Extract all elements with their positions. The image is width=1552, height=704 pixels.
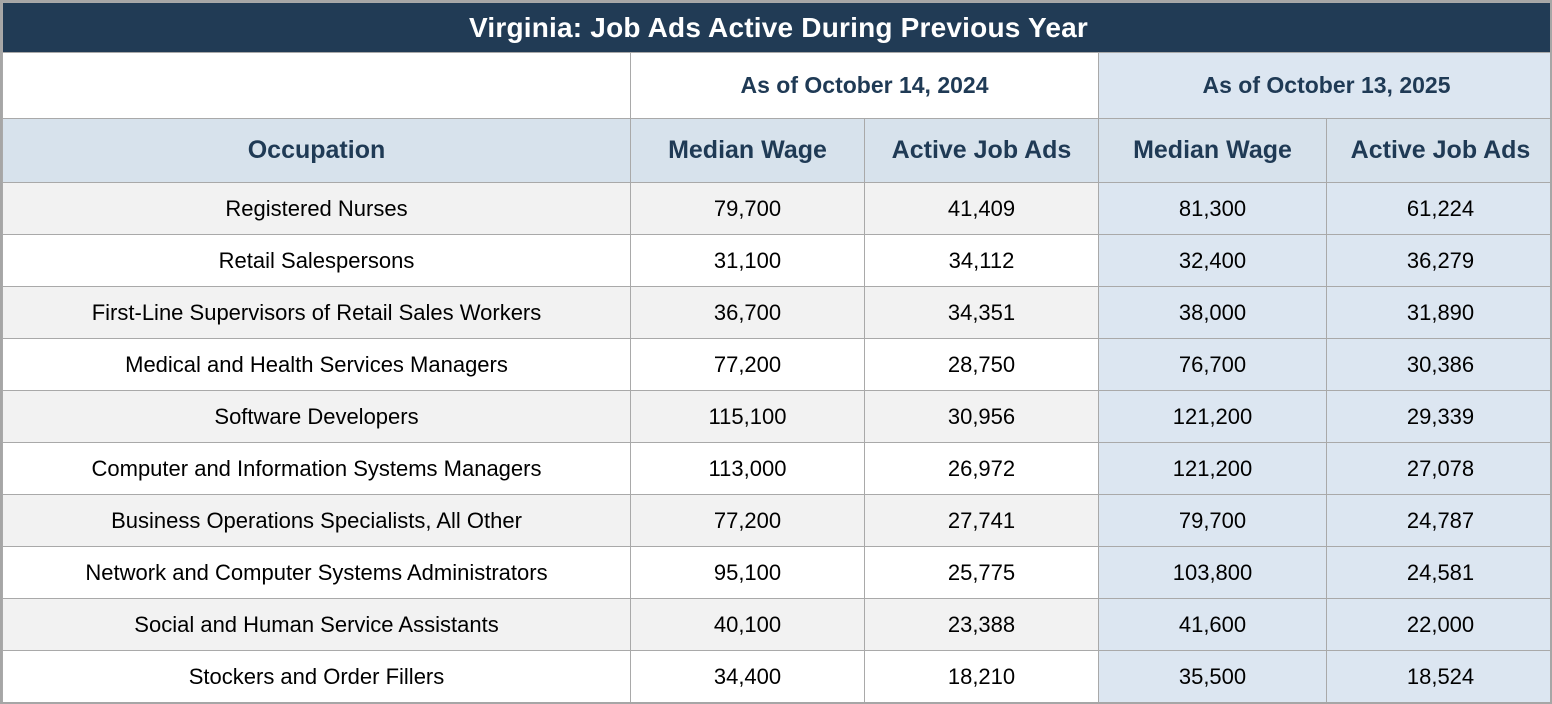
median-wage-2025-cell: 76,700: [1098, 338, 1327, 391]
active-job-ads-2024-cell: 34,112: [864, 234, 1099, 287]
occupation-cell: Software Developers: [2, 390, 631, 443]
active-job-ads-2024-cell: 41,409: [864, 182, 1099, 235]
occupation-cell: Business Operations Specialists, All Oth…: [2, 494, 631, 547]
column-header-active-job-ads-2024: Active Job Ads: [864, 118, 1099, 183]
median-wage-2025-cell: 121,200: [1098, 390, 1327, 443]
column-header-median-wage-2024: Median Wage: [630, 118, 865, 183]
median-wage-2024-cell: 36,700: [630, 286, 865, 339]
active-job-ads-2024-cell: 27,741: [864, 494, 1099, 547]
occupation-cell: Registered Nurses: [2, 182, 631, 235]
column-header-active-job-ads-2025: Active Job Ads: [1325, 118, 1550, 183]
occupation-cell: Retail Salespersons: [2, 234, 631, 287]
median-wage-2025-cell: 81,300: [1098, 182, 1327, 235]
median-wage-2025-cell: 35,500: [1098, 650, 1327, 702]
median-wage-2025-cell: 103,800: [1098, 546, 1327, 599]
active-job-ads-2024-cell: 26,972: [864, 442, 1099, 495]
group-header-blank: [2, 52, 631, 119]
active-job-ads-2025-cell: 29,339: [1325, 390, 1550, 443]
active-job-ads-2024-cell: 34,351: [864, 286, 1099, 339]
group-header-2024: As of October 14, 2024: [630, 52, 1099, 119]
active-job-ads-2025-cell: 36,279: [1325, 234, 1550, 287]
active-job-ads-2025-cell: 31,890: [1325, 286, 1550, 339]
table-row: Registered Nurses 79,700 41,409 81,300 6…: [2, 182, 1550, 235]
table-title: Virginia: Job Ads Active During Previous…: [2, 2, 1550, 53]
active-job-ads-2025-cell: 61,224: [1325, 182, 1550, 235]
group-header-2025: As of October 13, 2025: [1097, 52, 1550, 119]
table-row: Social and Human Service Assistants 40,1…: [2, 598, 1550, 651]
active-job-ads-2024-cell: 23,388: [864, 598, 1099, 651]
date-group-row: As of October 14, 2024 As of October 13,…: [2, 52, 1550, 119]
title-row: Virginia: Job Ads Active During Previous…: [2, 2, 1550, 53]
active-job-ads-2025-cell: 24,581: [1325, 546, 1550, 599]
median-wage-2024-cell: 40,100: [630, 598, 865, 651]
median-wage-2024-cell: 34,400: [630, 650, 865, 702]
table-row: Medical and Health Services Managers 77,…: [2, 338, 1550, 391]
occupation-cell: Network and Computer Systems Administrat…: [2, 546, 631, 599]
median-wage-2025-cell: 38,000: [1098, 286, 1327, 339]
median-wage-2024-cell: 115,100: [630, 390, 865, 443]
table-row: Network and Computer Systems Administrat…: [2, 546, 1550, 599]
occupation-cell: Medical and Health Services Managers: [2, 338, 631, 391]
column-header-median-wage-2025: Median Wage: [1098, 118, 1327, 183]
median-wage-2025-cell: 121,200: [1098, 442, 1327, 495]
table-row: Software Developers 115,100 30,956 121,2…: [2, 390, 1550, 443]
table-row: Computer and Information Systems Manager…: [2, 442, 1550, 495]
median-wage-2024-cell: 113,000: [630, 442, 865, 495]
active-job-ads-2025-cell: 18,524: [1325, 650, 1550, 702]
table-row: Business Operations Specialists, All Oth…: [2, 494, 1550, 547]
active-job-ads-2025-cell: 24,787: [1325, 494, 1550, 547]
median-wage-2024-cell: 95,100: [630, 546, 865, 599]
median-wage-2024-cell: 79,700: [630, 182, 865, 235]
column-header-row: Occupation Median Wage Active Job Ads Me…: [2, 118, 1550, 183]
median-wage-2024-cell: 31,100: [630, 234, 865, 287]
median-wage-2025-cell: 32,400: [1098, 234, 1327, 287]
median-wage-2025-cell: 79,700: [1098, 494, 1327, 547]
active-job-ads-2024-cell: 18,210: [864, 650, 1099, 702]
occupation-cell: Stockers and Order Fillers: [2, 650, 631, 702]
occupation-cell: First-Line Supervisors of Retail Sales W…: [2, 286, 631, 339]
active-job-ads-2024-cell: 25,775: [864, 546, 1099, 599]
occupation-cell: Social and Human Service Assistants: [2, 598, 631, 651]
active-job-ads-2025-cell: 27,078: [1325, 442, 1550, 495]
column-header-occupation: Occupation: [2, 118, 631, 183]
median-wage-2024-cell: 77,200: [630, 338, 865, 391]
active-job-ads-2025-cell: 30,386: [1325, 338, 1550, 391]
active-job-ads-2024-cell: 28,750: [864, 338, 1099, 391]
table-row: First-Line Supervisors of Retail Sales W…: [2, 286, 1550, 339]
table-row: Stockers and Order Fillers 34,400 18,210…: [2, 650, 1550, 702]
median-wage-2025-cell: 41,600: [1098, 598, 1327, 651]
occupation-cell: Computer and Information Systems Manager…: [2, 442, 631, 495]
median-wage-2024-cell: 77,200: [630, 494, 865, 547]
active-job-ads-2025-cell: 22,000: [1325, 598, 1550, 651]
table-row: Retail Salespersons 31,100 34,112 32,400…: [2, 234, 1550, 287]
active-job-ads-2024-cell: 30,956: [864, 390, 1099, 443]
